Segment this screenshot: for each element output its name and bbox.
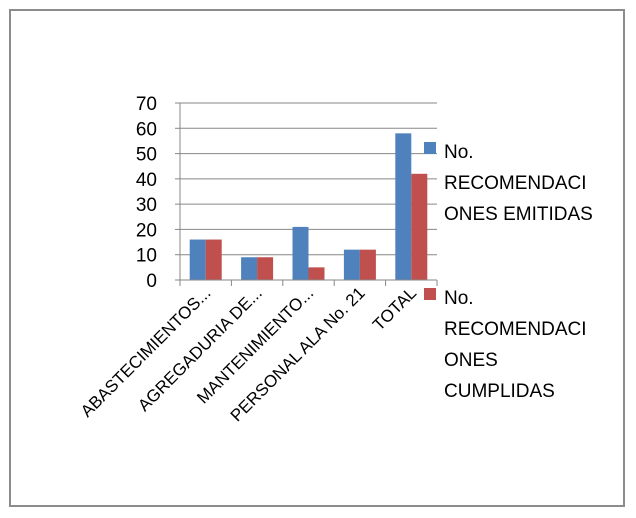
- gridlines: [180, 102, 437, 256]
- y-axis-ticks: 0 10 20 30 40 50 60 70: [136, 94, 180, 292]
- legend-swatch: [424, 288, 436, 300]
- y-tick-label: 30: [136, 195, 157, 216]
- y-tick-label: 50: [136, 145, 157, 166]
- legend-label: ONES EMITIDAS: [444, 204, 593, 225]
- legend-label: RECOMENDACI: [444, 319, 587, 340]
- x-tick-label: TOTAL: [369, 283, 420, 334]
- y-tick-label: 60: [136, 119, 157, 140]
- legend-label: CUMPLIDAS: [444, 381, 555, 402]
- y-tick-label: 20: [136, 220, 157, 241]
- legend: No. RECOMENDACI ONES EMITIDAS No. RECOMENDAC…: [424, 142, 593, 402]
- bar-emitidas: [343, 249, 360, 280]
- bars: [189, 133, 428, 280]
- legend-label: No.: [444, 288, 474, 309]
- bar-cumplidas: [359, 249, 376, 280]
- y-tick-label: 10: [136, 246, 157, 267]
- bar-cumplidas: [308, 267, 325, 280]
- bar-cumplidas: [411, 173, 428, 280]
- bar-emitidas: [395, 133, 412, 280]
- bar-emitidas: [189, 239, 206, 280]
- bar-emitidas: [292, 226, 309, 280]
- legend-label: RECOMENDACI: [444, 173, 587, 194]
- bar-cumplidas: [257, 257, 274, 280]
- y-tick-label: 40: [136, 170, 157, 191]
- chart-frame: [9, 9, 625, 507]
- x-axis: [179, 103, 438, 286]
- bar-emitidas: [241, 257, 258, 280]
- bar-cumplidas: [205, 239, 222, 280]
- x-axis-tick-labels: ABASTECIMIENTOS...AGREGADURIA DE...MANTE…: [77, 283, 420, 425]
- y-tick-label: 70: [136, 94, 157, 115]
- legend-label: ONES: [444, 350, 498, 371]
- legend-label: No.: [444, 142, 474, 163]
- y-tick-label: 0: [146, 271, 157, 292]
- legend-swatch: [424, 142, 436, 154]
